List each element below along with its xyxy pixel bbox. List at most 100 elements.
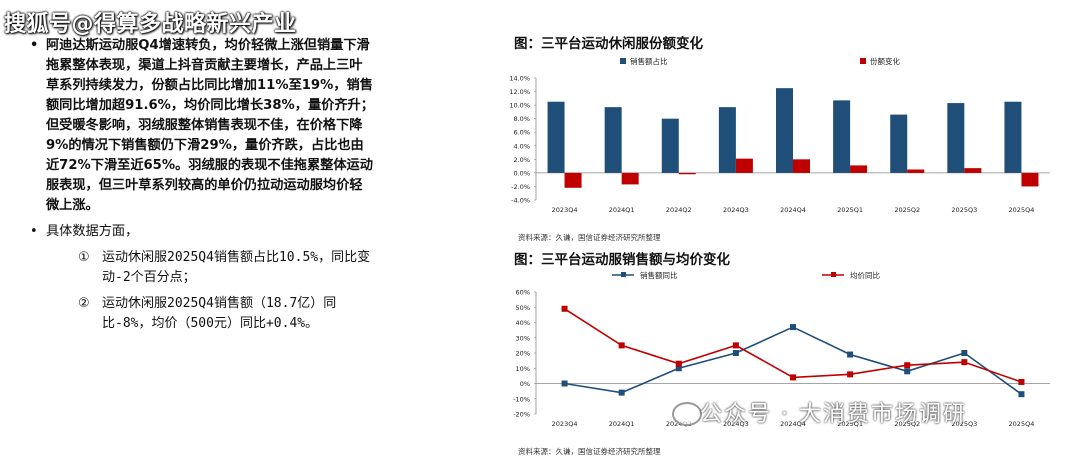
point-s1-6 [904, 362, 911, 369]
sub-item-2-num: ② [78, 296, 90, 311]
point-s0-5 [847, 351, 854, 358]
point-s1-3 [732, 342, 739, 349]
ytick-label-2: 0% [520, 380, 530, 388]
text-panel: • 阿迪达斯运动服Q4增速转负，均价轻微上涨但销量下滑拖累整体表现，渠道上抖音贡… [22, 36, 374, 334]
point-s1-8 [1018, 378, 1025, 385]
legend-label-0: 销售额占比 [630, 56, 668, 66]
xtick-label-1: 2024Q1 [609, 420, 635, 428]
ytick-label-6: 8.0% [513, 115, 530, 123]
chart1-source: 资料来源：久谦，国信证券经济研究所整理 [518, 233, 661, 242]
bar-s0-0 [547, 101, 565, 173]
bullet-details-text: 具体数据方面， [46, 224, 139, 239]
point-s0-6 [904, 368, 911, 375]
bar-s1-7 [964, 168, 982, 173]
point-s0-2 [675, 365, 682, 372]
point-s1-0 [561, 305, 568, 312]
watermark-bottom: 公众号 · 大消费市场调研 [700, 402, 967, 427]
xtick-label-3: 2024Q3 [723, 206, 749, 214]
bar-s1-0 [564, 172, 582, 188]
bar-s1-8 [1021, 172, 1039, 187]
bar-s0-2 [661, 118, 679, 173]
xtick-label-0: 2023Q4 [552, 420, 578, 428]
point-s0-7 [961, 350, 968, 356]
bar-s1-4 [793, 159, 810, 173]
bar-s1-3 [735, 158, 753, 173]
ytick-label-9: 14.0% [509, 75, 530, 83]
bar-s0-8 [1004, 101, 1022, 173]
ytick-label-3: 10% [516, 365, 530, 373]
xtick-label-4: 2024Q4 [780, 420, 806, 428]
bar-s0-5 [833, 100, 851, 173]
sub-item-1-num: ① [78, 250, 90, 265]
point-s1-2 [675, 360, 682, 367]
chart1-bar-chart: 销售额占比 份额变化 -4.0% -2.0% 0.0% 2.0% 4.0% 6.0% 8.0% 1… [509, 56, 1050, 214]
ytick-label-2: 0.0% [513, 169, 530, 177]
bullet-adidas: • 阿迪达斯运动服Q4增速转负，均价轻微上涨但销量下滑拖累整体表现，渠道上抖音贡… [22, 36, 374, 216]
legend-swatch-0 [620, 58, 626, 64]
point-s0-1 [618, 389, 625, 396]
wechat-icon [672, 402, 702, 426]
chart2-source: 资料来源：久谦，国信证券经济研究所整理 [518, 447, 661, 456]
bar-s1-1 [621, 172, 639, 185]
point-s1-7 [961, 359, 968, 366]
xtick-label-0: 2023Q4 [552, 206, 578, 214]
ytick-label-8: 12.0% [509, 88, 530, 96]
xtick-label-8: 2025Q4 [1009, 206, 1035, 214]
point-s1-1 [618, 342, 625, 349]
ytick-label-7: 50% [516, 304, 530, 312]
ytick-label-4: 20% [516, 350, 530, 358]
xtick-label-7: 2025Q3 [951, 420, 977, 428]
ytick-label-1: -2.0% [511, 183, 530, 191]
bullet-dot: • [30, 38, 39, 53]
bullet-adidas-text: 阿迪达斯运动服Q4增速转负，均价轻微上涨但销量下滑拖累整体表现，渠道上抖音贡献主… [46, 38, 374, 213]
ytick-label-0: -4.0% [511, 197, 530, 205]
legend-label-1: 份额变化 [870, 56, 900, 66]
xtick-label-1: 2024Q1 [609, 206, 635, 214]
bar-s0-3 [718, 107, 736, 173]
bar-s1-6 [907, 169, 925, 173]
chart2-title: 图：三平台运动服销售额与均价变化 [514, 252, 730, 268]
legend-swatch-1 [860, 58, 866, 64]
point-s0-0 [561, 380, 568, 387]
bar-s0-6 [890, 114, 908, 173]
point-s1-4 [790, 374, 796, 381]
xtick-label-6: 2025Q2 [894, 206, 920, 214]
sub-item-2-text: 运动休闲服2025Q4销售额（18.7亿）同比-8%，均价（500元）同比+0.… [102, 296, 337, 331]
bar-s0-7 [947, 103, 965, 173]
ytick-label-0: -20% [513, 411, 530, 419]
ytick-label-6: 40% [516, 319, 530, 327]
ytick-label-8: 60% [516, 289, 530, 297]
xtick-label-6: 2025Q2 [894, 420, 920, 428]
sub-item-2: ② 运动休闲服2025Q4销售额（18.7亿）同比-8%，均价（500元）同比+… [22, 294, 374, 334]
xtick-label-2: 2024Q2 [666, 206, 692, 214]
legend-marker-0 [621, 272, 626, 277]
bullet-details: • 具体数据方面， [22, 222, 374, 242]
ytick-label-4: 4.0% [513, 142, 530, 150]
point-s0-8 [1018, 391, 1025, 398]
ytick-label-5: 6.0% [513, 129, 530, 137]
series-line-0 [564, 326, 1022, 395]
xtick-label-3: 2024Q3 [723, 420, 749, 428]
sub-item-1: ① 运动休闲服2025Q4销售额占比10.5%，同比变动-2个百分点； [22, 248, 374, 288]
legend-marker-1 [831, 272, 836, 277]
sub-item-1-text: 运动休闲服2025Q4销售额占比10.5%，同比变动-2个百分点； [102, 250, 371, 285]
watermark-top: 搜狐号@得算多战略新兴产业 [4, 12, 297, 37]
ytick-label-1: -10% [513, 395, 530, 403]
series-line-1 [564, 308, 1022, 383]
chart1-title: 图：三平台运动休闲服份额变化 [514, 36, 703, 52]
bullet-dot: • [30, 224, 38, 239]
bar-s0-4 [776, 88, 793, 173]
point-s1-5 [847, 371, 854, 378]
xtick-label-7: 2025Q3 [951, 206, 977, 214]
xtick-label-4: 2024Q4 [780, 206, 806, 214]
bar-s0-1 [604, 107, 622, 173]
ytick-label-5: 30% [516, 334, 530, 342]
legend-label-1: 均价同比 [850, 270, 880, 280]
bar-s1-5 [850, 165, 868, 173]
xtick-label-5: 2025Q1 [837, 420, 863, 428]
xtick-label-5: 2025Q1 [837, 206, 863, 214]
point-s0-4 [790, 324, 796, 331]
xtick-label-8: 2025Q4 [1009, 420, 1035, 428]
bar-s1-2 [678, 172, 696, 175]
legend-label-0: 销售额同比 [640, 270, 678, 280]
